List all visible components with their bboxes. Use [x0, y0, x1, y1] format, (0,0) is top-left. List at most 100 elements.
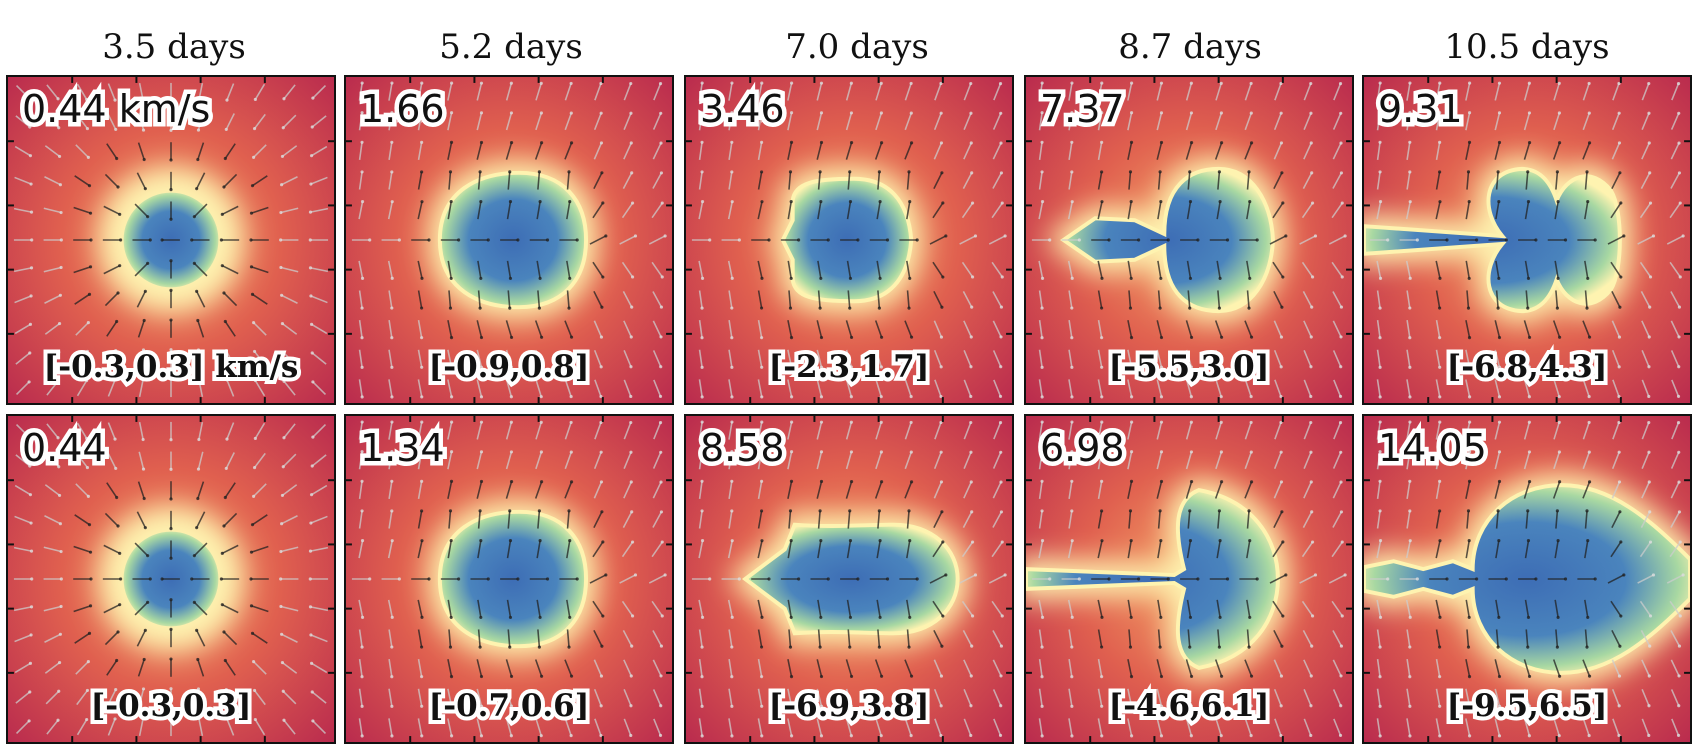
- arrow-head: [629, 141, 633, 145]
- arrow-head: [1159, 479, 1164, 484]
- velocity-arrow: [698, 319, 703, 338]
- velocity-arrow: [1332, 291, 1343, 308]
- arrow-head: [1188, 539, 1193, 543]
- velocity-arrow: [1406, 421, 1411, 440]
- arrow-head: [819, 111, 824, 115]
- arrow-head: [59, 265, 63, 270]
- arrow-head: [1338, 82, 1343, 86]
- arrow-head: [940, 510, 944, 514]
- velocity-arrow: [993, 379, 1002, 397]
- velocity-arrow: [1097, 379, 1103, 398]
- velocity-arrow: [138, 82, 144, 101]
- velocity-arrow: [757, 82, 763, 101]
- velocity-arrow: [904, 379, 912, 397]
- arrow-head: [599, 480, 604, 484]
- arrow-head: [659, 450, 663, 454]
- arrow-head: [1557, 395, 1561, 399]
- arrow-head: [1527, 420, 1531, 424]
- arrow-head: [1415, 577, 1419, 581]
- velocity-arrow: [476, 659, 483, 677]
- velocity-arrow: [74, 514, 90, 526]
- arrow-head: [1617, 394, 1621, 399]
- arrow-head: [27, 380, 31, 384]
- arrow-head: [539, 81, 543, 85]
- velocity-arrow: [1097, 451, 1103, 470]
- velocity-arrow: [1303, 350, 1312, 368]
- velocity-arrow: [1185, 379, 1193, 397]
- max-speed-label: 0.44: [18, 422, 112, 475]
- velocity-arrow: [816, 349, 823, 368]
- velocity-arrow: [1156, 481, 1163, 499]
- velocity-arrow: [1244, 83, 1252, 101]
- velocity-arrow: [1435, 421, 1441, 440]
- arrow-head: [1188, 200, 1193, 204]
- arrow-head: [1587, 335, 1592, 339]
- arrow-head: [479, 395, 484, 399]
- arrow-head: [1557, 704, 1561, 708]
- simulation-panel: 0.44 km/s [-0.3,0.3] km/s: [6, 75, 336, 405]
- arrow-head: [575, 238, 579, 242]
- arrow-head: [730, 704, 734, 708]
- arrow-head: [1617, 704, 1621, 708]
- velocity-arrow: [537, 510, 541, 529]
- arrow-head: [114, 127, 118, 131]
- velocity-arrow: [223, 173, 238, 188]
- arrow-head: [115, 495, 119, 500]
- arrow-head: [599, 733, 603, 738]
- velocity-arrow: [757, 260, 763, 279]
- velocity-arrow: [929, 574, 947, 584]
- velocity-arrow: [283, 719, 296, 735]
- arrow-head: [1681, 573, 1685, 577]
- arrow-head: [28, 661, 33, 665]
- arrow-head: [730, 479, 734, 483]
- arrow-head: [1159, 140, 1164, 145]
- arrow-head: [390, 336, 394, 340]
- arrow-head: [1378, 170, 1382, 174]
- arrow-head: [1040, 450, 1044, 454]
- velocity-arrow: [254, 422, 266, 439]
- arrow-head: [1309, 450, 1313, 454]
- velocity-arrow: [138, 349, 145, 368]
- arrow-head: [601, 540, 605, 544]
- velocity-arrow: [1376, 658, 1381, 677]
- density-field: [8, 416, 334, 742]
- arrow-head: [279, 549, 283, 554]
- arrow-head: [222, 524, 226, 528]
- velocity-arrow: [14, 176, 32, 185]
- velocity-arrow: [1332, 630, 1343, 647]
- arrow-head: [730, 81, 734, 85]
- arrow-head: [1343, 234, 1347, 238]
- velocity-arrow: [76, 350, 89, 367]
- velocity-arrow: [593, 511, 603, 529]
- arrow-head: [169, 527, 173, 531]
- velocity-arrow: [1406, 349, 1411, 368]
- velocity-arrow: [1494, 688, 1501, 707]
- velocity-arrow: [652, 451, 662, 469]
- arrow-head: [1129, 140, 1134, 144]
- velocity-arrow: [506, 201, 512, 220]
- arrow-head: [1281, 201, 1285, 205]
- arrow-head: [196, 128, 201, 132]
- arrow-head: [1225, 577, 1230, 581]
- velocity-arrow: [1273, 451, 1282, 470]
- arrow-head: [225, 98, 229, 102]
- arrow-head: [969, 450, 973, 454]
- arrow-head: [730, 539, 734, 543]
- velocity-arrow: [1128, 629, 1132, 648]
- velocity-arrow: [963, 451, 972, 469]
- arrow-head: [1378, 420, 1382, 424]
- arrow-head: [599, 674, 604, 678]
- velocity-arrow: [505, 349, 513, 368]
- arrow-head: [1159, 734, 1164, 738]
- arrow-head: [1309, 335, 1313, 339]
- arrow-head: [1070, 81, 1074, 85]
- arrow-head: [448, 645, 453, 649]
- velocity-arrow: [991, 202, 1003, 219]
- arrow-head: [1040, 704, 1044, 708]
- arrow-head: [1586, 539, 1590, 543]
- velocity-arrow: [875, 349, 883, 368]
- velocity-arrow: [1333, 83, 1342, 101]
- arrow-head: [1188, 615, 1193, 619]
- arrow-head: [360, 276, 365, 280]
- arrow-head: [708, 577, 712, 581]
